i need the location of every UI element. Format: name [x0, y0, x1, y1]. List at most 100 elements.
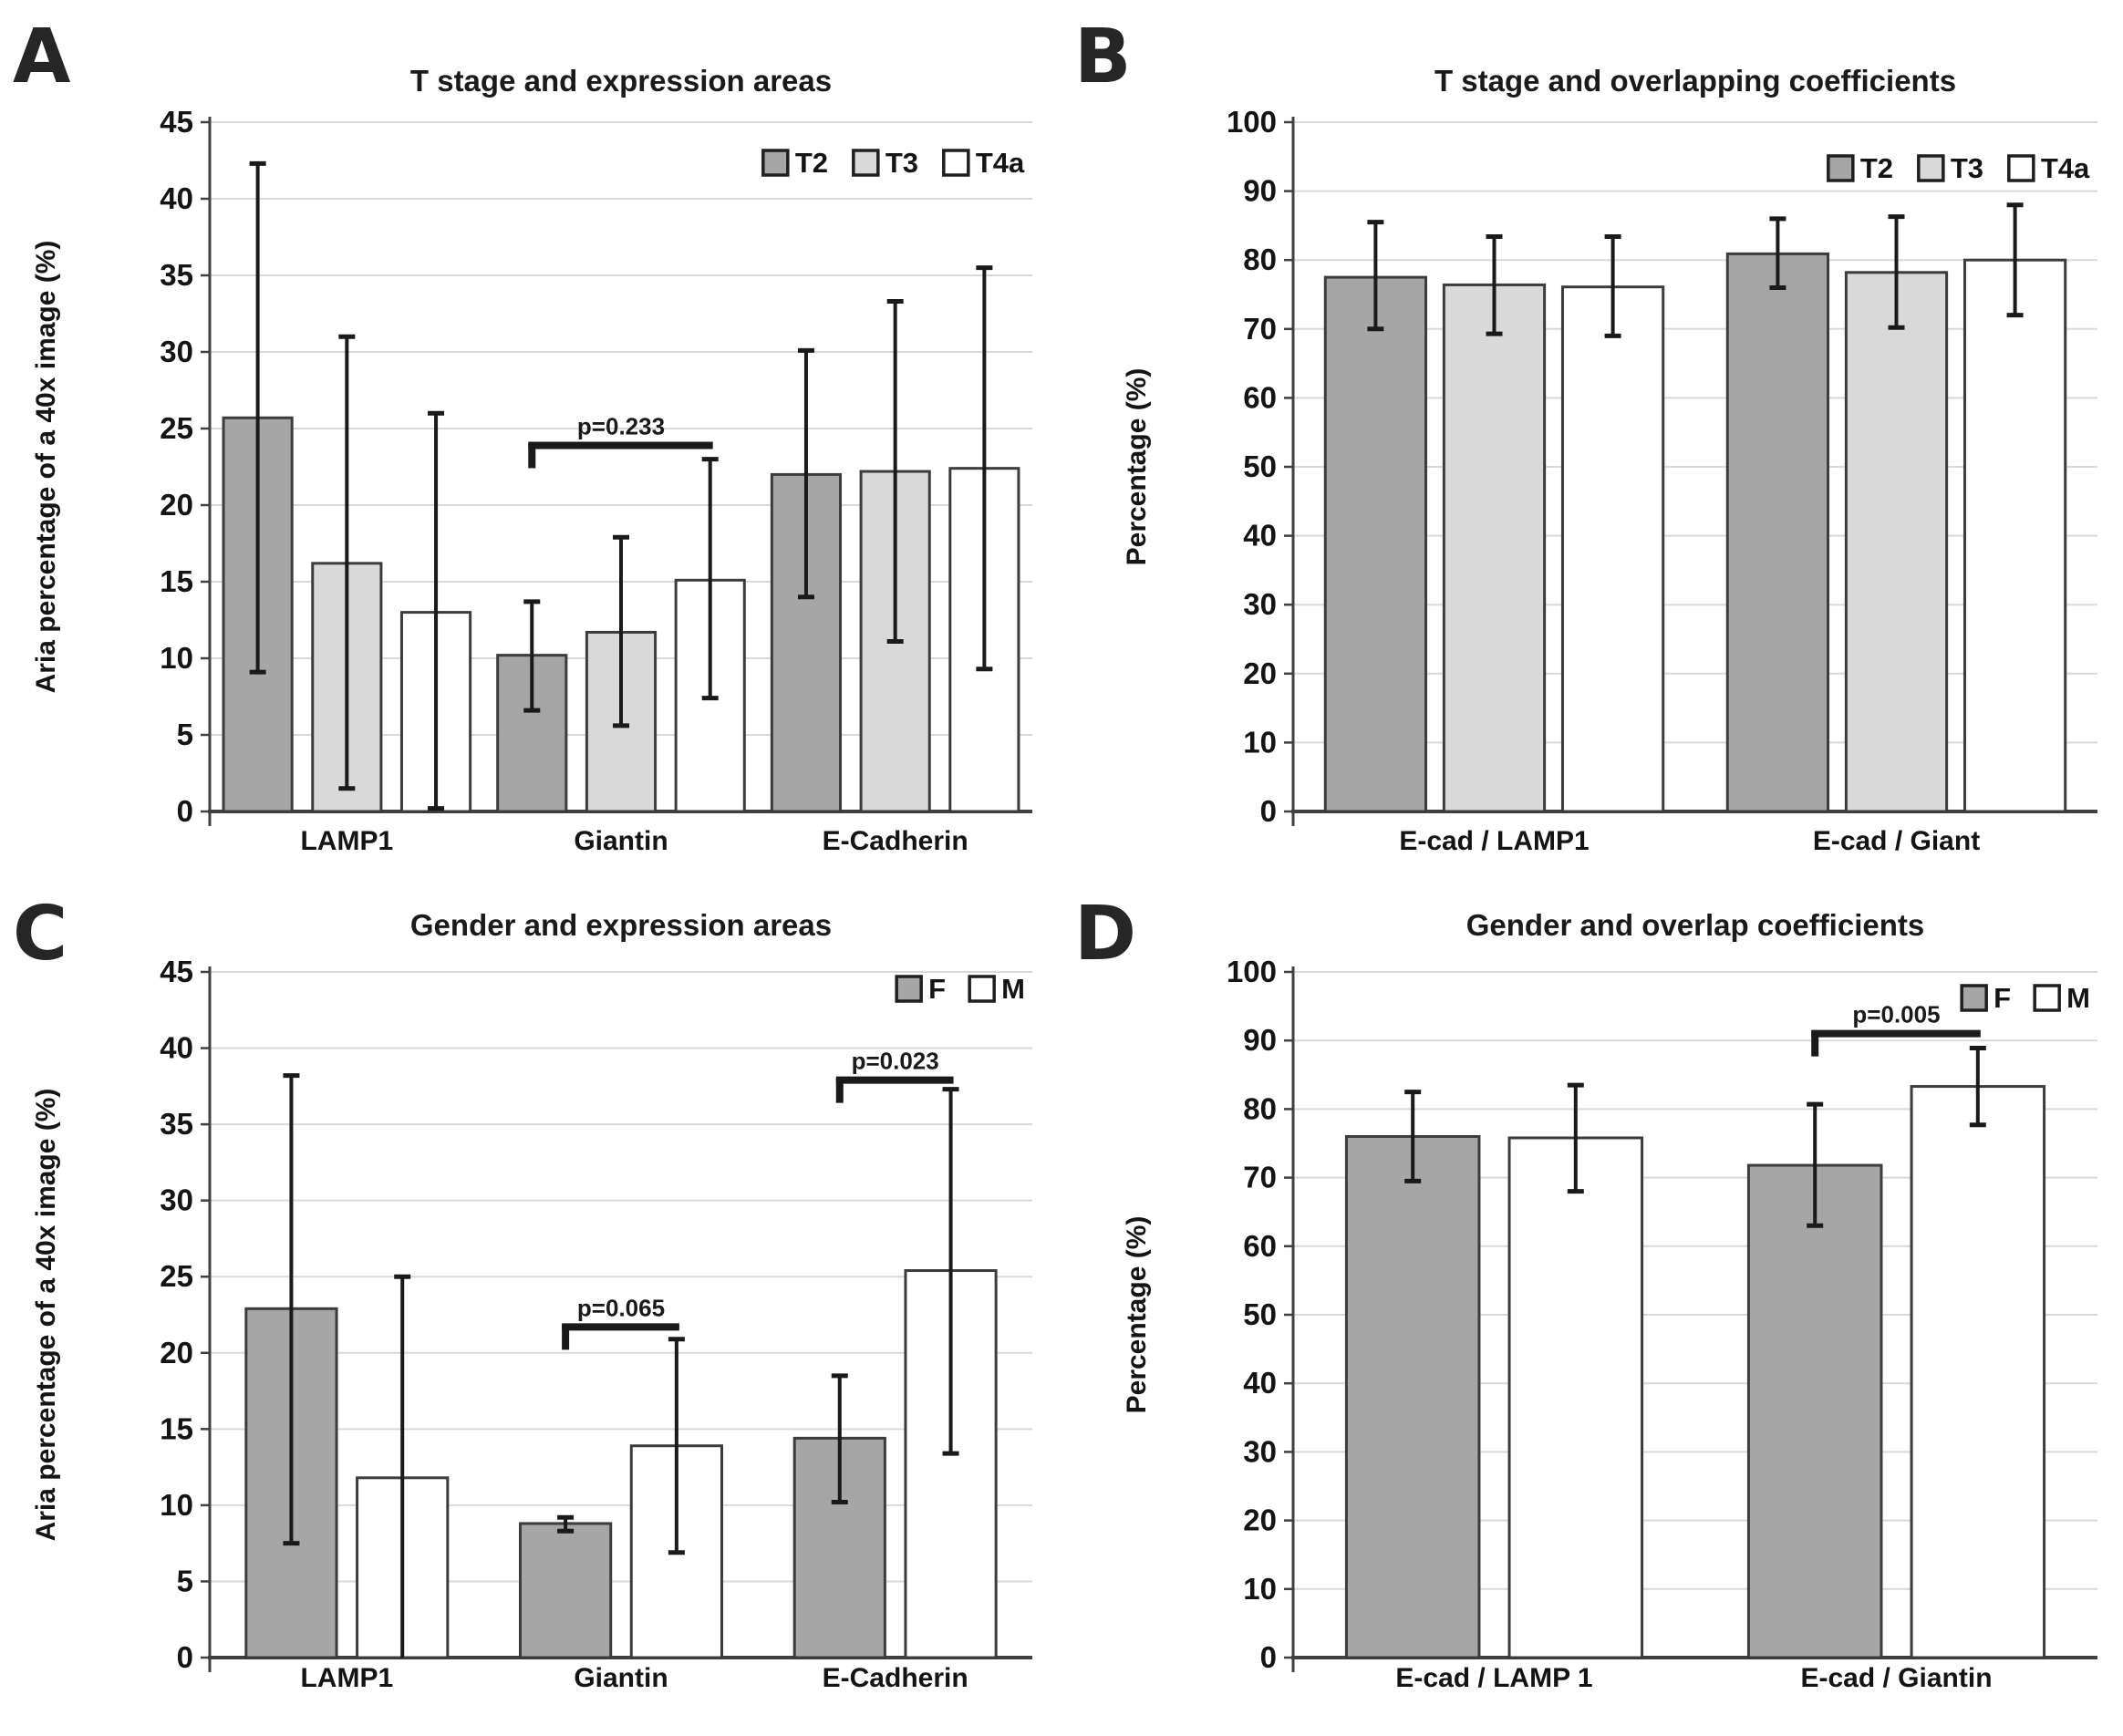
x-category-label: E-cad / Giantin	[1800, 1663, 1992, 1693]
legend-label-T3: T3	[1951, 152, 1983, 184]
p-value-label: p=0.023	[852, 1048, 939, 1075]
y-tick-label: 70	[1243, 1161, 1277, 1194]
legend-label-T2: T2	[795, 147, 828, 179]
x-category-label: E-Cadherin	[823, 1663, 968, 1693]
y-tick-label: 0	[1260, 1640, 1277, 1674]
legend: T2 T3 T4a	[761, 147, 1025, 179]
y-tick-label: 40	[1243, 1366, 1277, 1400]
x-category-label: Giantin	[574, 1663, 668, 1693]
bar-F-E-cad / Giantin	[1746, 1163, 1883, 1659]
y-tick-label: 25	[160, 1259, 193, 1293]
y-tick-label: 90	[1243, 174, 1277, 208]
panel-letter-b: B	[1074, 14, 1132, 100]
bar-T3-E-cad / Giant	[1844, 271, 1949, 813]
legend-swatch-T2	[1827, 154, 1855, 182]
legend-label-T4a: T4a	[2041, 152, 2090, 184]
y-tick-label: 60	[1243, 1229, 1277, 1263]
y-axis-label: Aria percentage of a 40x image (%)	[31, 241, 61, 694]
panel-letter-d: D	[1074, 891, 1137, 977]
legend-swatch-T2	[761, 149, 790, 177]
panel-d: 0 10 20 30 40 50 60 70 80 90 100 p=0.005 E-cad / LAM…	[1062, 868, 2123, 1736]
y-tick-label: 5	[177, 718, 193, 751]
y-tick-label: 0	[177, 794, 193, 828]
bar-T4a-E-cad / LAMP1	[1560, 285, 1665, 813]
panel-b: 0 10 20 30 40 50 60 70 80 90 100 E-cad / LAMP1 E-cad…	[1062, 0, 2123, 868]
chart-title-a: T stage and expression areas	[409, 64, 833, 98]
x-category-label: Giantin	[574, 826, 668, 856]
y-tick-label: 80	[1243, 243, 1277, 276]
legend-swatch-M	[968, 975, 996, 1003]
legend-swatch-T4a	[942, 149, 970, 177]
legend-swatch-M	[2033, 984, 2061, 1012]
x-category-label: LAMP1	[300, 826, 393, 856]
y-tick-label: 30	[160, 335, 193, 368]
y-tick-label: 50	[1243, 450, 1277, 483]
y-tick-label: 20	[1243, 1504, 1277, 1537]
y-tick-label: 35	[160, 258, 193, 292]
y-tick-label: 20	[1243, 656, 1277, 690]
panel-c: 0 5 10 15 20 25 30 35 40 45 p=0.065 p=0.023 LAMP1 Gia…	[0, 868, 1062, 1736]
chart-title-d: Gender and overlap coefficients	[1465, 908, 1925, 942]
y-tick-label: 10	[1243, 725, 1277, 759]
y-axis-label: Aria percentage of a 40x image (%)	[31, 1089, 61, 1542]
y-tick-label: 25	[160, 411, 193, 445]
p-value-label: p=0.233	[577, 412, 665, 439]
legend-swatch-T4a	[2007, 154, 2035, 182]
bar-T3-E-cad / LAMP1	[1442, 283, 1547, 813]
legend-swatch-F	[895, 975, 923, 1003]
y-tick-label: 30	[1243, 1434, 1277, 1468]
legend-label-T2: T2	[1860, 152, 1893, 184]
legend-swatch-T3	[852, 149, 880, 177]
y-tick-label: 15	[160, 1411, 193, 1445]
y-tick-label: 100	[1227, 105, 1277, 139]
y-axis-label: Percentage (%)	[1122, 368, 1152, 566]
x-category-label: E-cad / Giant	[1813, 826, 1980, 856]
y-tick-label: 100	[1227, 955, 1277, 988]
y-tick-label: 50	[1243, 1297, 1277, 1331]
bar-M-E-cad / Giantin	[1910, 1085, 2046, 1659]
chart-gender-expression-areas: 0 5 10 15 20 25 30 35 40 45 p=0.065 p=0.023 LAMP1 Gia…	[31, 955, 1032, 1693]
y-tick-label: 30	[160, 1183, 193, 1217]
y-tick-label: 10	[1243, 1572, 1277, 1606]
chart-title-c: Gender and expression areas	[409, 908, 833, 942]
panel-a: 0 5 10 15 20 25 30 35 40 45 p=0.233 LAMP1 Giantin E-C…	[0, 0, 1062, 868]
y-tick-label: 15	[160, 564, 193, 598]
p-value-label: p=0.005	[1852, 1001, 1940, 1028]
x-category-label: LAMP1	[300, 1663, 393, 1693]
y-tick-label: 35	[160, 1107, 193, 1141]
y-tick-label: 10	[160, 641, 193, 675]
chart-title-b: T stage and overlapping coefficients	[1434, 64, 1957, 98]
chart-t-stage-overlapping-coefficients: 0 10 20 30 40 50 60 70 80 90 100 E-cad / LAMP1 E-cad…	[1122, 105, 2097, 856]
p-value-label: p=0.065	[577, 1294, 665, 1321]
bar-F-Giantin	[519, 1522, 613, 1659]
y-tick-label: 0	[1260, 794, 1277, 828]
legend-label-M: M	[2066, 982, 2090, 1014]
y-tick-label: 20	[160, 1336, 193, 1369]
y-tick-label: 5	[177, 1564, 193, 1597]
bar-T4a-E-cad / Giant	[1962, 258, 2067, 813]
y-tick-label: 10	[160, 1488, 193, 1522]
x-category-label: E-cad / LAMP1	[1399, 826, 1589, 856]
x-category-label: E-Cadherin	[823, 826, 968, 856]
bar-T2-E-cad / Giant	[1725, 252, 1830, 813]
legend-label-F: F	[928, 973, 946, 1005]
legend-label-T4a: T4a	[976, 147, 1025, 179]
y-tick-label: 70	[1243, 312, 1277, 346]
y-tick-label: 40	[1243, 519, 1277, 553]
chart-gender-overlap-coefficients: 0 10 20 30 40 50 60 70 80 90 100 p=0.005 E-cad / LAM…	[1122, 955, 2097, 1693]
x-category-label: E-cad / LAMP 1	[1395, 1663, 1592, 1693]
y-tick-label: 30	[1243, 587, 1277, 621]
y-tick-label: 60	[1243, 380, 1277, 414]
legend-label-T3: T3	[885, 147, 918, 179]
panel-letter-c: C	[13, 891, 68, 977]
legend-label-M: M	[1001, 973, 1025, 1005]
legend: T2 T3 T4a	[1827, 152, 2090, 184]
bar-F-E-cad / LAMP 1	[1344, 1134, 1481, 1659]
panel-letter-a: A	[13, 14, 71, 100]
y-tick-label: 40	[160, 1031, 193, 1065]
y-tick-label: 45	[160, 955, 193, 988]
y-axis-label: Percentage (%)	[1122, 1216, 1152, 1414]
